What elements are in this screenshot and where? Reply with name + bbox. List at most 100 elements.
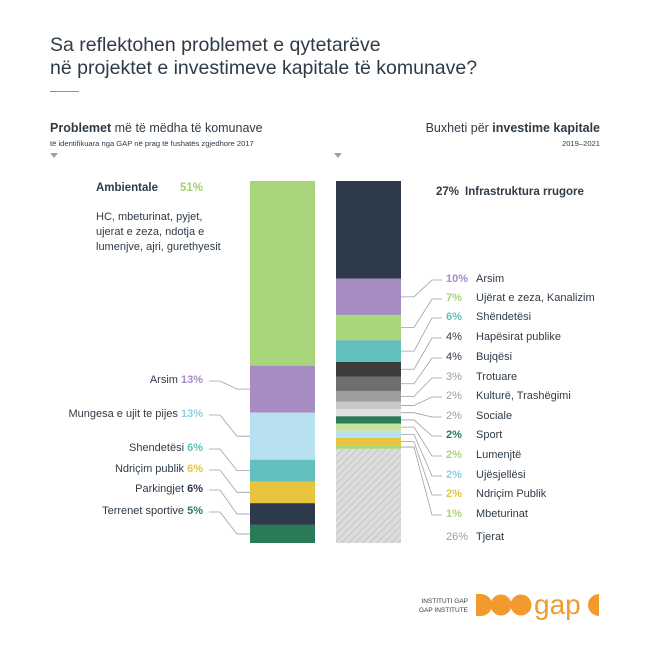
right-label-percent: 2% (446, 390, 462, 402)
right-bar-segment-lumenjte (336, 423, 401, 431)
title-line-2: në projektet e investimeve kapitale të k… (50, 57, 478, 79)
right-label-name: Ndriçim Publik (476, 488, 547, 500)
right-label-percent: 10% (446, 273, 469, 285)
title-divider (50, 91, 79, 92)
left-bar-segment-ambientale (250, 181, 315, 366)
left-label-name: Terrenet sportive (102, 505, 185, 517)
right-connector-line (401, 433, 442, 477)
left-bar-segment-terrenet-sportive (250, 524, 315, 543)
right-label-percent: 2% (446, 488, 462, 500)
right-label-sport: 2% Sport (446, 429, 502, 442)
left-connector-line (209, 489, 250, 515)
infrastruktura-name: Infrastruktura rrugore (465, 186, 584, 198)
left-heading-bold: Problemet (50, 121, 112, 135)
left-label-percent: 6% (184, 442, 203, 454)
right-label-name: Kulturë, Trashëgimi (476, 390, 571, 402)
left-label-parkingjet: Parkingjet 6% (135, 483, 203, 496)
right-bar-segment-ndricim-publik (336, 438, 401, 446)
left-chart-heading: Problemet më të mëdha të komunave (50, 121, 263, 135)
left-label-name: Mungesa e ujit te pijes (68, 408, 178, 420)
right-label-percent: 2% (446, 429, 462, 441)
left-label-ndricim-publik: Ndriçim publik 6% (115, 463, 203, 476)
logo-caption-line-1: INSTITUTI GAP (421, 598, 468, 605)
right-connector-line (401, 377, 442, 397)
left-label-shendetesi: Shendetësi 6% (129, 442, 203, 455)
left-connector-line (209, 380, 250, 390)
right-label-percent: 7% (446, 292, 462, 304)
right-label-bujqesi: 4% Bujqësi (446, 351, 512, 364)
right-label-tjerat: 26% Tjerat (446, 531, 504, 544)
ambientale-percent: 51% (180, 182, 204, 194)
right-label-mbeturinat: 1% Mbeturinat (446, 508, 528, 521)
right-connector-line (401, 446, 442, 516)
right-label-name: Sport (476, 429, 503, 441)
right-label-name: Sociale (476, 410, 513, 422)
right-bar-segment-hapesirat-publike (336, 362, 401, 377)
right-label-name: Mbeturinat (476, 508, 528, 520)
right-connector-line (401, 337, 442, 370)
right-connector-line (401, 396, 442, 406)
right-chart-subheading: 2019–2021 (561, 139, 600, 148)
right-label-percent: 26% (446, 531, 469, 543)
left-label-name: Parkingjet (135, 483, 185, 495)
right-connector-line (401, 317, 442, 352)
left-bar-segment-arsim (250, 365, 315, 413)
right-label-percent: 2% (446, 410, 462, 422)
left-bar-segment-ndricim-publik (250, 481, 315, 504)
right-label-ujesjellesi: 2% Ujësjellësi (446, 469, 526, 482)
left-connector-line (209, 448, 250, 472)
right-label-percent: 2% (446, 449, 462, 461)
right-label-sociale: 2% Sociale (446, 410, 512, 423)
right-label-hapesirat-publike: 4% Hapësirat publike (446, 331, 561, 344)
left-label-name: Ndriçim publik (114, 463, 185, 475)
right-label-percent: 2% (446, 469, 462, 481)
left-label-arsim: Arsim 13% (150, 374, 203, 387)
left-label-mungesa-e-ujit-te-pijes: Mungesa e ujit te pijes 13% (68, 408, 203, 421)
left-bar-segment-parkingjet (250, 503, 315, 525)
right-label-name: Trotuare (476, 371, 518, 383)
right-label-name: Lumenjtë (476, 449, 522, 461)
left-label-terrenet-sportive: Terrenet sportive 5% (102, 505, 203, 518)
left-connector-line (209, 511, 250, 535)
left-heading-rest: më të mëdha të komunave (111, 121, 263, 135)
right-heading-rest: Buxheti për (425, 121, 493, 135)
right-bar-segment-sport (336, 416, 401, 424)
ambientale-description: HC, mbeturinat, pyjet, ujerat e zeza, nd… (96, 211, 221, 253)
right-label-percent: 4% (446, 351, 462, 363)
right-label-shendetesi: 6% Shëndetësi (446, 311, 531, 324)
right-heading-bold: investime kapitale (492, 121, 600, 135)
right-bar-segment-arsim (336, 278, 401, 315)
right-label-ndricim-publik: 2% Ndriçim Publik (446, 488, 546, 501)
ambientale-label: Ambientale (96, 182, 158, 194)
gap-institute-logo: gap (476, 589, 599, 620)
right-label-lumenjte: 2% Lumenjtë (446, 449, 521, 462)
right-label-name: Tjerat (476, 531, 505, 543)
left-bar-segment-shendetesi (250, 459, 315, 482)
right-bar-segment-mbeturinat (336, 445, 401, 449)
right-label-percent: 1% (446, 508, 462, 520)
right-connector-line (401, 419, 442, 437)
right-label-name: Ujësjellësi (476, 469, 526, 481)
right-bar-segment-kulture-trashegimi (336, 401, 401, 410)
left-connector-line (209, 414, 250, 437)
right-label-name: Shëndetësi (476, 311, 532, 323)
left-label-percent: 13% (177, 408, 203, 420)
right-label-ujerat-e-zeza-kanalizim: 7% Ujërat e zeza, Kanalizim (446, 292, 595, 305)
right-label-kulture-trashegimi: 2% Kulturë, Trashëgimi (446, 390, 571, 403)
logo-text: gap (534, 589, 581, 620)
right-bar-segment-ujesjellesi (336, 430, 401, 439)
right-label-percent: 6% (446, 311, 462, 323)
left-label-percent: 5% (184, 505, 203, 517)
right-bar-segment-shendetesi (336, 340, 401, 362)
right-label-percent: 4% (446, 331, 462, 343)
right-chart-heading: Buxheti për investime kapitale (426, 121, 600, 135)
right-bar-segment-tjerat (336, 448, 401, 543)
left-label-name: Arsim (149, 374, 178, 386)
left-label-name: Shendetësi (128, 442, 185, 454)
right-label-name: Hapësirat publike (476, 331, 561, 343)
left-chart-subheading: të identifikuara nga GAP në prag të fush… (50, 139, 254, 148)
right-label-name: Arsim (476, 273, 505, 285)
infrastruktura-percent: 27% (436, 186, 460, 198)
logo-caption: INSTITUTI GAP GAP INSTITUTE (406, 597, 468, 615)
